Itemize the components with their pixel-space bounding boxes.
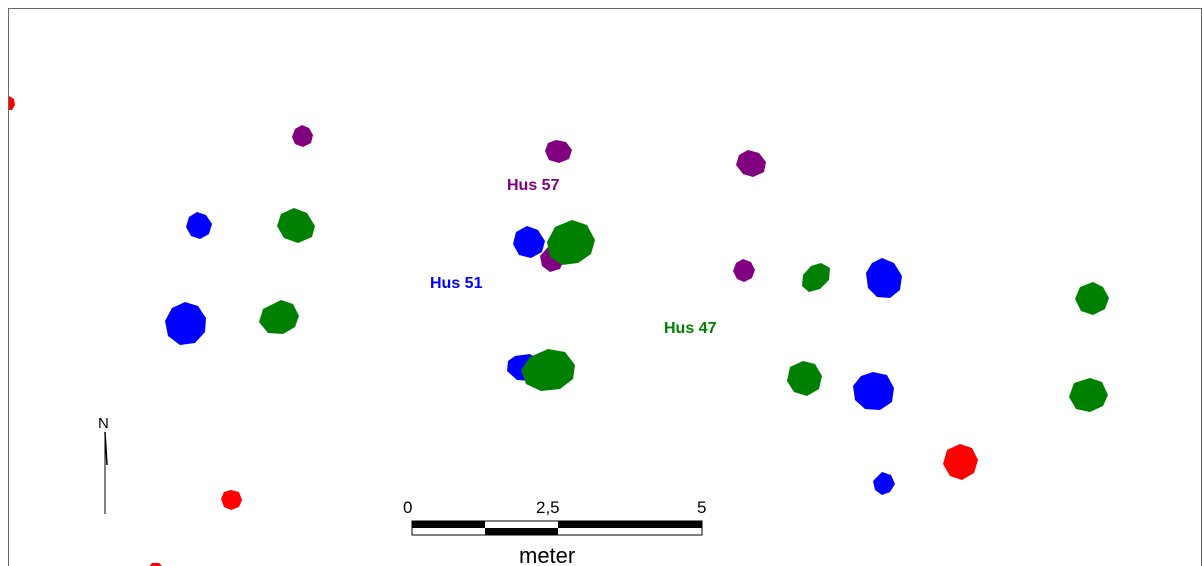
hus47-postholes xyxy=(259,208,1109,412)
scale-unit: meter xyxy=(519,543,575,566)
north-arrow-tick xyxy=(104,431,108,466)
scale-segment xyxy=(412,521,485,528)
posthole xyxy=(545,140,572,163)
posthole xyxy=(221,490,242,510)
posthole xyxy=(853,372,894,410)
scale-segment xyxy=(485,528,558,535)
posthole xyxy=(186,212,212,239)
scale-tick-0: 0 xyxy=(403,498,412,517)
posthole xyxy=(521,349,575,391)
posthole xyxy=(1075,282,1109,315)
scale-segment xyxy=(558,521,702,528)
map-frame xyxy=(8,8,1202,566)
scale-bar: 0 2,5 5 meter xyxy=(403,498,706,566)
hus47-label: Hus 47 xyxy=(664,320,717,337)
hus51-label: Hus 51 xyxy=(430,275,483,292)
posthole xyxy=(943,444,978,480)
posthole xyxy=(547,220,595,265)
north-arrow-label: N xyxy=(98,415,109,432)
hus57-label: Hus 57 xyxy=(507,177,560,194)
hus57-postholes xyxy=(292,125,766,282)
posthole xyxy=(277,208,315,243)
other-postholes xyxy=(9,96,978,566)
posthole xyxy=(9,96,15,110)
posthole xyxy=(733,259,755,282)
scale-tick-mid: 2,5 xyxy=(536,498,560,517)
posthole xyxy=(149,563,162,566)
posthole xyxy=(787,361,822,396)
scale-tick-end: 5 xyxy=(697,498,706,517)
posthole xyxy=(259,300,299,334)
posthole xyxy=(736,150,766,177)
posthole xyxy=(292,125,313,147)
posthole xyxy=(873,472,895,495)
posthole xyxy=(866,258,902,298)
posthole xyxy=(802,263,830,292)
north-arrow: N xyxy=(98,415,109,514)
posthole xyxy=(513,226,545,258)
posthole xyxy=(1069,378,1108,412)
posthole xyxy=(165,302,206,345)
